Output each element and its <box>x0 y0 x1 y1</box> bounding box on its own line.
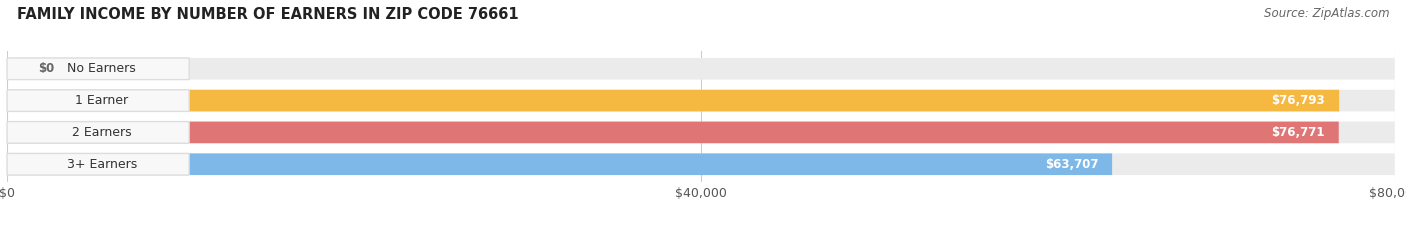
FancyBboxPatch shape <box>7 122 190 143</box>
FancyBboxPatch shape <box>7 58 190 80</box>
Text: $0: $0 <box>38 62 55 75</box>
FancyBboxPatch shape <box>7 153 1395 175</box>
Text: $63,707: $63,707 <box>1045 158 1098 171</box>
Text: 1 Earner: 1 Earner <box>75 94 128 107</box>
FancyBboxPatch shape <box>7 122 1395 143</box>
FancyBboxPatch shape <box>7 90 1395 111</box>
Text: Source: ZipAtlas.com: Source: ZipAtlas.com <box>1264 7 1389 20</box>
FancyBboxPatch shape <box>7 153 1112 175</box>
Text: $76,771: $76,771 <box>1271 126 1324 139</box>
Text: FAMILY INCOME BY NUMBER OF EARNERS IN ZIP CODE 76661: FAMILY INCOME BY NUMBER OF EARNERS IN ZI… <box>17 7 519 22</box>
FancyBboxPatch shape <box>7 122 1339 143</box>
Text: $76,793: $76,793 <box>1271 94 1326 107</box>
FancyBboxPatch shape <box>7 90 1339 111</box>
FancyBboxPatch shape <box>7 58 1395 80</box>
Text: 2 Earners: 2 Earners <box>72 126 132 139</box>
FancyBboxPatch shape <box>7 90 190 111</box>
Text: 3+ Earners: 3+ Earners <box>66 158 136 171</box>
Text: No Earners: No Earners <box>67 62 136 75</box>
FancyBboxPatch shape <box>7 153 190 175</box>
